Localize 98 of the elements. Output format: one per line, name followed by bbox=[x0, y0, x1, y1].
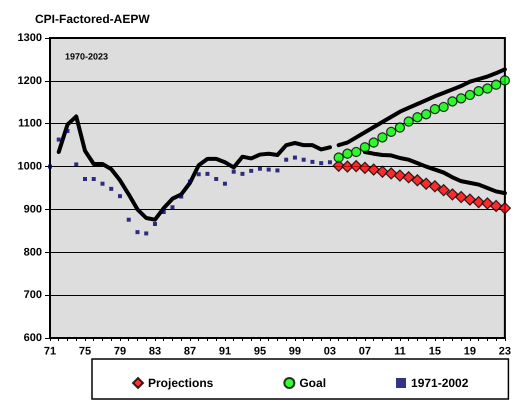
y-tick-label: 800 bbox=[24, 246, 42, 258]
point bbox=[386, 126, 396, 137]
point bbox=[100, 182, 104, 186]
point bbox=[368, 137, 379, 148]
point bbox=[482, 83, 492, 94]
x-tick-label: 03 bbox=[324, 346, 336, 358]
point bbox=[109, 186, 114, 191]
point bbox=[302, 158, 306, 162]
x-tick-label: 07 bbox=[358, 346, 372, 358]
point bbox=[334, 152, 344, 163]
y-tick-label: 700 bbox=[24, 289, 42, 302]
point bbox=[438, 102, 449, 112]
point bbox=[350, 160, 362, 172]
annotation: 1970-2023 bbox=[65, 52, 108, 62]
x-tick-label: 99 bbox=[288, 346, 302, 358]
point bbox=[490, 200, 502, 212]
y-tick-label: 1300 bbox=[18, 32, 42, 44]
point bbox=[360, 142, 370, 152]
point bbox=[214, 177, 218, 181]
point bbox=[126, 218, 131, 222]
point bbox=[438, 184, 450, 196]
y-tick-label: 1200 bbox=[18, 74, 42, 87]
point bbox=[351, 146, 362, 158]
x-tick-label: 75 bbox=[78, 346, 92, 358]
y-tick-label: 1000 bbox=[18, 160, 42, 173]
point bbox=[82, 177, 87, 181]
point bbox=[135, 230, 140, 234]
point bbox=[385, 167, 398, 180]
point bbox=[394, 169, 406, 182]
point bbox=[319, 161, 324, 166]
point bbox=[188, 180, 192, 184]
point bbox=[464, 193, 476, 206]
x-tick-label: 91 bbox=[218, 346, 232, 358]
point bbox=[74, 162, 78, 166]
point bbox=[481, 197, 494, 210]
point bbox=[118, 194, 122, 198]
legend-label: Goal bbox=[299, 376, 326, 390]
point bbox=[222, 182, 227, 186]
point bbox=[152, 222, 157, 226]
point bbox=[411, 174, 424, 186]
point bbox=[464, 90, 475, 100]
point bbox=[266, 168, 271, 172]
point bbox=[48, 164, 52, 169]
point bbox=[342, 148, 353, 159]
point bbox=[205, 172, 210, 176]
point bbox=[420, 178, 432, 190]
legend-label: Projections bbox=[148, 376, 214, 390]
point bbox=[368, 163, 380, 176]
point bbox=[474, 86, 484, 96]
x-tick-label: 87 bbox=[184, 346, 196, 358]
point bbox=[292, 156, 297, 160]
legend-label: 1971-2002 bbox=[411, 376, 469, 390]
point bbox=[456, 93, 466, 104]
point bbox=[240, 172, 244, 176]
point bbox=[170, 205, 174, 210]
y-tick-label: 600 bbox=[24, 332, 42, 344]
point bbox=[275, 168, 280, 172]
point bbox=[65, 129, 70, 133]
point bbox=[376, 166, 389, 178]
point bbox=[402, 171, 415, 184]
point bbox=[491, 80, 502, 90]
point bbox=[358, 162, 372, 174]
point bbox=[404, 116, 414, 127]
point bbox=[92, 177, 96, 181]
point bbox=[284, 158, 288, 162]
point bbox=[56, 138, 61, 142]
x-tick-label: 83 bbox=[148, 346, 162, 358]
point bbox=[428, 180, 441, 192]
x-tick-label: 71 bbox=[44, 346, 56, 358]
point bbox=[144, 231, 148, 236]
point bbox=[310, 160, 314, 164]
point bbox=[446, 188, 458, 201]
point bbox=[500, 75, 510, 86]
point bbox=[179, 194, 184, 199]
x-tick-label: 11 bbox=[394, 346, 406, 358]
x-tick-label: 15 bbox=[428, 346, 442, 358]
point bbox=[258, 166, 262, 171]
point bbox=[232, 170, 236, 174]
chart-title: CPI-Factored-AEPW bbox=[35, 12, 150, 26]
point bbox=[498, 202, 511, 214]
x-tick-label: 79 bbox=[114, 346, 126, 358]
x-tick-label: 19 bbox=[464, 346, 476, 358]
point bbox=[412, 112, 423, 122]
point bbox=[447, 96, 458, 107]
point bbox=[377, 132, 388, 143]
point bbox=[421, 109, 432, 120]
y-tick-label: 1100 bbox=[18, 118, 42, 130]
x-tick-label: 23 bbox=[498, 346, 512, 358]
point bbox=[455, 190, 468, 204]
x-tick-label: 95 bbox=[254, 346, 266, 358]
point bbox=[394, 122, 406, 133]
y-tick-label: 900 bbox=[24, 203, 42, 216]
point bbox=[162, 210, 166, 214]
point bbox=[249, 168, 254, 173]
point bbox=[196, 172, 201, 176]
point bbox=[328, 160, 332, 164]
point bbox=[430, 104, 440, 114]
point bbox=[472, 196, 485, 208]
